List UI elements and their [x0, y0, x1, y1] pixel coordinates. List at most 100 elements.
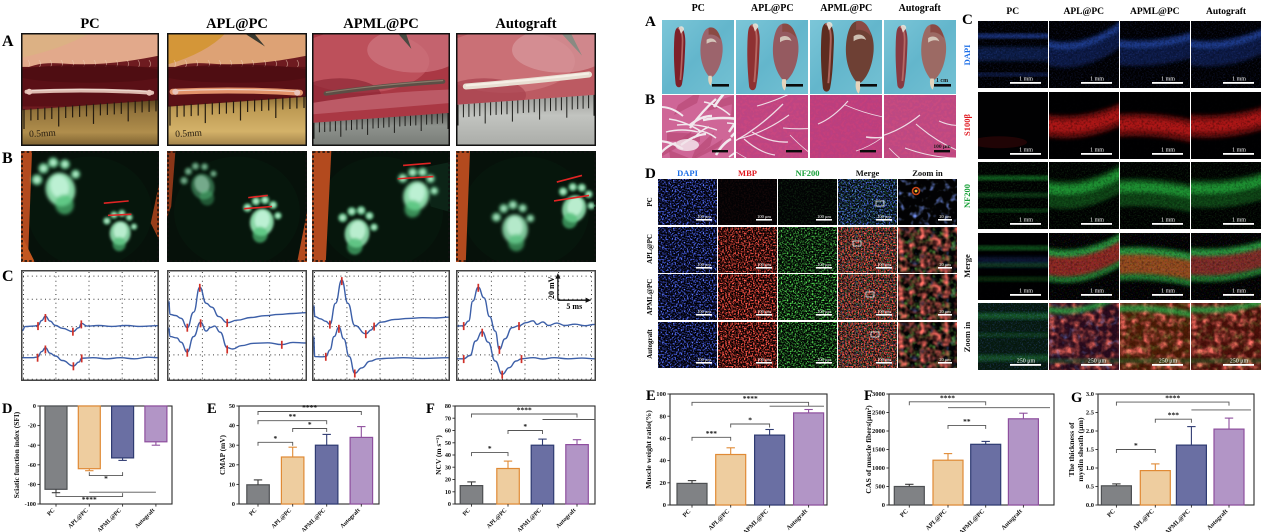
svg-text:20 μm: 20 μm — [939, 262, 951, 267]
svg-text:10: 10 — [445, 489, 451, 496]
svg-text:1 mm: 1 mm — [1090, 77, 1104, 83]
svg-text:APML@PC: APML@PC — [1164, 508, 1192, 532]
svg-text:100 μm: 100 μm — [877, 214, 891, 219]
svg-text:40: 40 — [229, 423, 235, 430]
svg-text:100 μm: 100 μm — [757, 262, 771, 267]
svg-text:1 mm: 1 mm — [1232, 288, 1246, 294]
svg-text:100 μm: 100 μm — [697, 214, 711, 219]
svg-text:1 mm: 1 mm — [1090, 147, 1104, 153]
svg-text:****: **** — [517, 406, 532, 415]
svg-text:0.5mm: 0.5mm — [29, 129, 57, 140]
svg-text:250 μm: 250 μm — [1088, 359, 1107, 365]
svg-text:20 μm: 20 μm — [939, 309, 951, 314]
svg-text:0.5: 0.5 — [1086, 484, 1095, 491]
svg-text:50: 50 — [229, 403, 235, 410]
svg-text:1 mm: 1 mm — [1232, 77, 1246, 83]
svg-text:1 mm: 1 mm — [1161, 147, 1175, 153]
svg-text:20 μm: 20 μm — [939, 357, 951, 362]
svg-text:1 mm: 1 mm — [1161, 77, 1175, 83]
svg-text:3.0: 3.0 — [1086, 391, 1094, 398]
svg-text:250 μm: 250 μm — [1159, 359, 1178, 365]
svg-text:100 μm: 100 μm — [817, 357, 831, 362]
svg-text:***: *** — [706, 429, 718, 438]
svg-text:****: **** — [302, 403, 317, 412]
svg-text:*: * — [748, 416, 752, 425]
svg-text:100 μm: 100 μm — [817, 262, 831, 267]
svg-text:60: 60 — [660, 436, 667, 443]
svg-text:100 μm: 100 μm — [877, 262, 891, 267]
svg-text:PC: PC — [682, 508, 693, 519]
svg-text:10: 10 — [229, 482, 235, 489]
svg-text:30: 30 — [445, 464, 451, 471]
svg-text:2.0: 2.0 — [1086, 428, 1094, 435]
svg-text:**: ** — [963, 417, 971, 426]
svg-text:3000: 3000 — [872, 391, 885, 398]
svg-text:-40: -40 — [28, 442, 36, 449]
svg-text:F: F — [426, 401, 435, 417]
svg-text:****: **** — [940, 393, 955, 402]
svg-text:0.5mm: 0.5mm — [175, 129, 203, 140]
svg-text:0: 0 — [448, 501, 451, 508]
svg-text:G: G — [1071, 390, 1082, 406]
svg-text:E: E — [646, 388, 656, 404]
svg-text:APL@PC: APL@PC — [1132, 508, 1156, 532]
svg-text:0.0: 0.0 — [1086, 502, 1094, 509]
svg-text:40: 40 — [445, 452, 451, 459]
svg-text:*: * — [104, 474, 108, 483]
svg-text:500: 500 — [875, 484, 885, 491]
svg-text:100 μm: 100 μm — [757, 357, 771, 362]
svg-text:100 μm: 100 μm — [877, 357, 891, 362]
svg-text:1 mm: 1 mm — [1161, 288, 1175, 294]
svg-text:20 mV: 20 mV — [547, 276, 556, 299]
svg-text:1000: 1000 — [872, 465, 885, 472]
svg-text:1 mm: 1 mm — [1019, 77, 1033, 83]
svg-text:*: * — [523, 422, 527, 431]
svg-text:20: 20 — [445, 477, 451, 484]
svg-text:1 mm: 1 mm — [1090, 218, 1104, 224]
svg-text:1 mm: 1 mm — [1019, 147, 1033, 153]
svg-text:**: ** — [289, 412, 297, 421]
svg-text:2500: 2500 — [872, 410, 885, 417]
svg-text:Autograft: Autograft — [1206, 507, 1230, 531]
svg-text:1 mm: 1 mm — [1161, 218, 1175, 224]
svg-text:100: 100 — [656, 391, 666, 398]
svg-text:NCV (m s⁻¹): NCV (m s⁻¹) — [434, 435, 443, 475]
svg-text:100 μm: 100 μm — [817, 214, 831, 219]
svg-text:50: 50 — [445, 440, 451, 447]
svg-text:E: E — [207, 401, 217, 417]
svg-text:5 ms: 5 ms — [566, 302, 582, 311]
svg-text:100 μm: 100 μm — [697, 309, 711, 314]
svg-text:D: D — [2, 401, 12, 417]
svg-text:100 μm: 100 μm — [933, 144, 951, 150]
svg-text:PC: PC — [899, 508, 910, 519]
svg-text:-80: -80 — [28, 482, 36, 489]
svg-text:-100: -100 — [25, 501, 36, 508]
svg-text:250 μm: 250 μm — [1230, 359, 1249, 365]
svg-text:***: *** — [1168, 411, 1180, 420]
svg-text:100 μm: 100 μm — [697, 357, 711, 362]
svg-text:1500: 1500 — [872, 447, 885, 454]
svg-text:80: 80 — [660, 413, 667, 420]
svg-text:0: 0 — [33, 403, 36, 410]
svg-text:CMAP (mV): CMAP (mV) — [218, 434, 227, 475]
svg-text:myelin sheath (μm): myelin sheath (μm) — [1076, 417, 1085, 482]
svg-text:30: 30 — [229, 442, 235, 449]
svg-text:*: * — [273, 434, 277, 443]
svg-text:100 μm: 100 μm — [877, 309, 891, 314]
svg-text:****: **** — [1165, 394, 1180, 403]
svg-text:1 mm: 1 mm — [1019, 288, 1033, 294]
svg-text:250 μm: 250 μm — [1017, 359, 1036, 365]
svg-text:100 μm: 100 μm — [817, 309, 831, 314]
svg-text:F: F — [864, 388, 873, 404]
svg-text:*: * — [1134, 441, 1138, 450]
svg-text:The thickness of: The thickness of — [1067, 422, 1076, 477]
svg-text:1 mm: 1 mm — [1232, 147, 1246, 153]
svg-text:70: 70 — [445, 415, 451, 422]
svg-text:100 μm: 100 μm — [757, 214, 771, 219]
svg-text:2.5: 2.5 — [1086, 410, 1095, 417]
svg-text:*: * — [488, 444, 492, 453]
svg-text:*: * — [308, 420, 312, 429]
svg-text:40: 40 — [660, 458, 667, 465]
svg-text:Muscle weight ratio(%): Muscle weight ratio(%) — [644, 410, 653, 489]
svg-text:1.0: 1.0 — [1086, 465, 1094, 472]
